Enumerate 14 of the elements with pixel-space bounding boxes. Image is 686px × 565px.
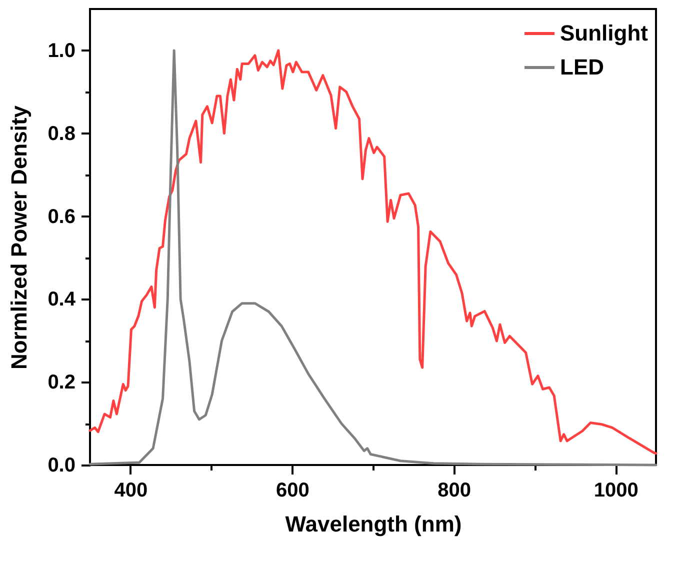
y-tick-label: 0.4 (48, 288, 76, 311)
y-tick-label: 0.0 (48, 454, 76, 476)
y-tick-label: 0.2 (48, 372, 76, 394)
x-tick-label: 1000 (594, 480, 638, 502)
x-tick-label: 400 (114, 480, 148, 502)
x-tick-label: 600 (276, 480, 310, 502)
legend-label: Sunlight (560, 20, 649, 46)
x-tick-label: 800 (438, 480, 472, 502)
x-axis-title: Wavelength (nm) (285, 512, 462, 536)
y-axis-title: Normlized Power Density (6, 104, 32, 370)
y-tick-label: 1.0 (48, 40, 76, 62)
legend-label: LED (560, 54, 604, 80)
y-tick-label: 0.8 (48, 122, 76, 145)
y-tick-label: 0.6 (48, 206, 76, 228)
